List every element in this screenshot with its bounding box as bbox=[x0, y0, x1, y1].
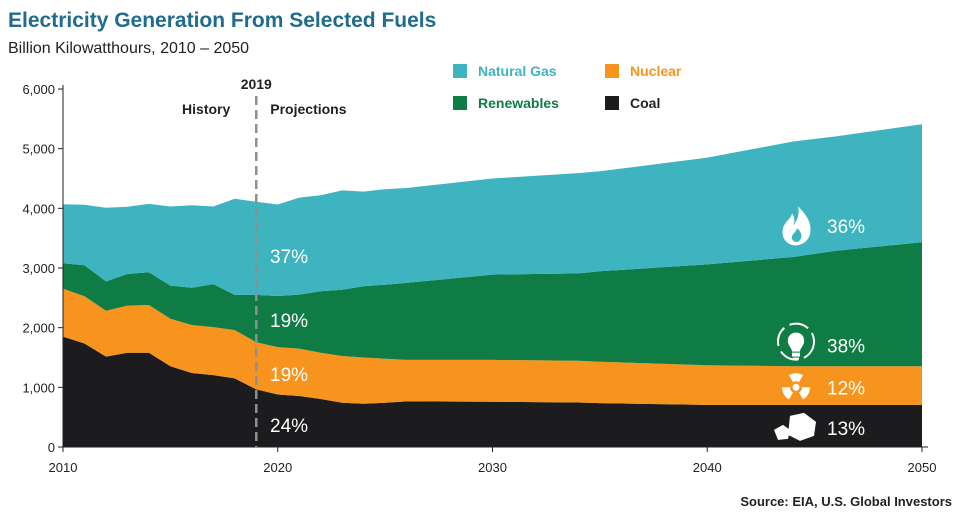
legend: Natural Gas Nuclear Renewables Coal bbox=[453, 63, 682, 111]
x-tick-label: 2040 bbox=[693, 460, 722, 475]
share-2050-renewables: 38% bbox=[827, 337, 865, 358]
x-tick-label: 2050 bbox=[908, 460, 937, 475]
legend-swatch-coal bbox=[605, 96, 619, 110]
legend-label-nuclear: Nuclear bbox=[630, 63, 682, 79]
legend-label-coal: Coal bbox=[630, 95, 660, 111]
area-coal bbox=[63, 336, 922, 447]
x-tick-label: 2030 bbox=[478, 460, 507, 475]
source-note: Source: EIA, U.S. Global Investors bbox=[740, 494, 952, 509]
y-tick-label: 5,000 bbox=[22, 142, 55, 157]
chart-title: Electricity Generation From Selected Fue… bbox=[8, 9, 436, 32]
chart-subtitle: Billion Kilowatthours, 2010 – 2050 bbox=[8, 40, 249, 57]
share-2050-coal: 13% bbox=[827, 419, 865, 440]
y-tick-label: 3,000 bbox=[22, 261, 55, 276]
projections-label: Projections bbox=[270, 101, 346, 117]
share-2050-nuclear: 12% bbox=[827, 378, 865, 399]
x-tick-label: 2020 bbox=[263, 460, 292, 475]
area-natural-gas bbox=[63, 124, 922, 296]
divider-year-label: 2019 bbox=[241, 76, 272, 92]
x-tick-label: 2010 bbox=[49, 460, 78, 475]
legend-swatch-natural-gas bbox=[453, 64, 467, 78]
share-2019-coal: 24% bbox=[270, 416, 308, 437]
legend-swatch-nuclear bbox=[605, 64, 619, 78]
y-tick-label: 1,000 bbox=[22, 380, 55, 395]
legend-label-renewables: Renewables bbox=[478, 95, 559, 111]
history-label: History bbox=[182, 101, 230, 117]
share-annotations: 37% 19% 19% 24% 36% 38% 12% 13% bbox=[270, 206, 865, 441]
share-2019-natural-gas: 37% bbox=[270, 247, 308, 268]
axes-group: 0 1,000 2,000 3,000 4,000 5,000 6,000 2010 2020 2… bbox=[22, 82, 936, 475]
y-tick-label: 4,000 bbox=[22, 201, 55, 216]
share-2019-nuclear: 19% bbox=[270, 365, 308, 386]
coal-icon bbox=[774, 412, 816, 441]
y-tick-label: 6,000 bbox=[22, 82, 55, 97]
lightbulb-icon bbox=[777, 322, 815, 361]
share-2050-natural-gas: 36% bbox=[827, 217, 865, 238]
area-renewables bbox=[63, 242, 922, 367]
radiation-icon bbox=[782, 373, 810, 400]
areas-group bbox=[63, 124, 922, 447]
history-projection-divider: 2019 History Projections bbox=[182, 76, 347, 447]
area-nuclear bbox=[63, 288, 922, 405]
legend-swatch-renewables bbox=[453, 96, 467, 110]
y-tick-label: 2,000 bbox=[22, 321, 55, 336]
legend-label-natural-gas: Natural Gas bbox=[478, 63, 557, 79]
share-2019-renewables: 19% bbox=[270, 311, 308, 332]
flame-icon bbox=[782, 206, 811, 246]
y-tick-label: 0 bbox=[48, 440, 55, 455]
